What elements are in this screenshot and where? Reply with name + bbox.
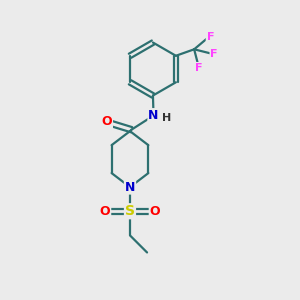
Text: F: F xyxy=(210,49,218,59)
Text: O: O xyxy=(150,205,160,218)
Text: O: O xyxy=(101,115,112,128)
Text: N: N xyxy=(125,181,135,194)
Text: S: S xyxy=(125,204,135,218)
Text: N: N xyxy=(148,109,159,122)
Text: O: O xyxy=(100,205,110,218)
Text: F: F xyxy=(207,32,214,42)
Text: F: F xyxy=(195,63,202,73)
Text: H: H xyxy=(162,113,171,123)
